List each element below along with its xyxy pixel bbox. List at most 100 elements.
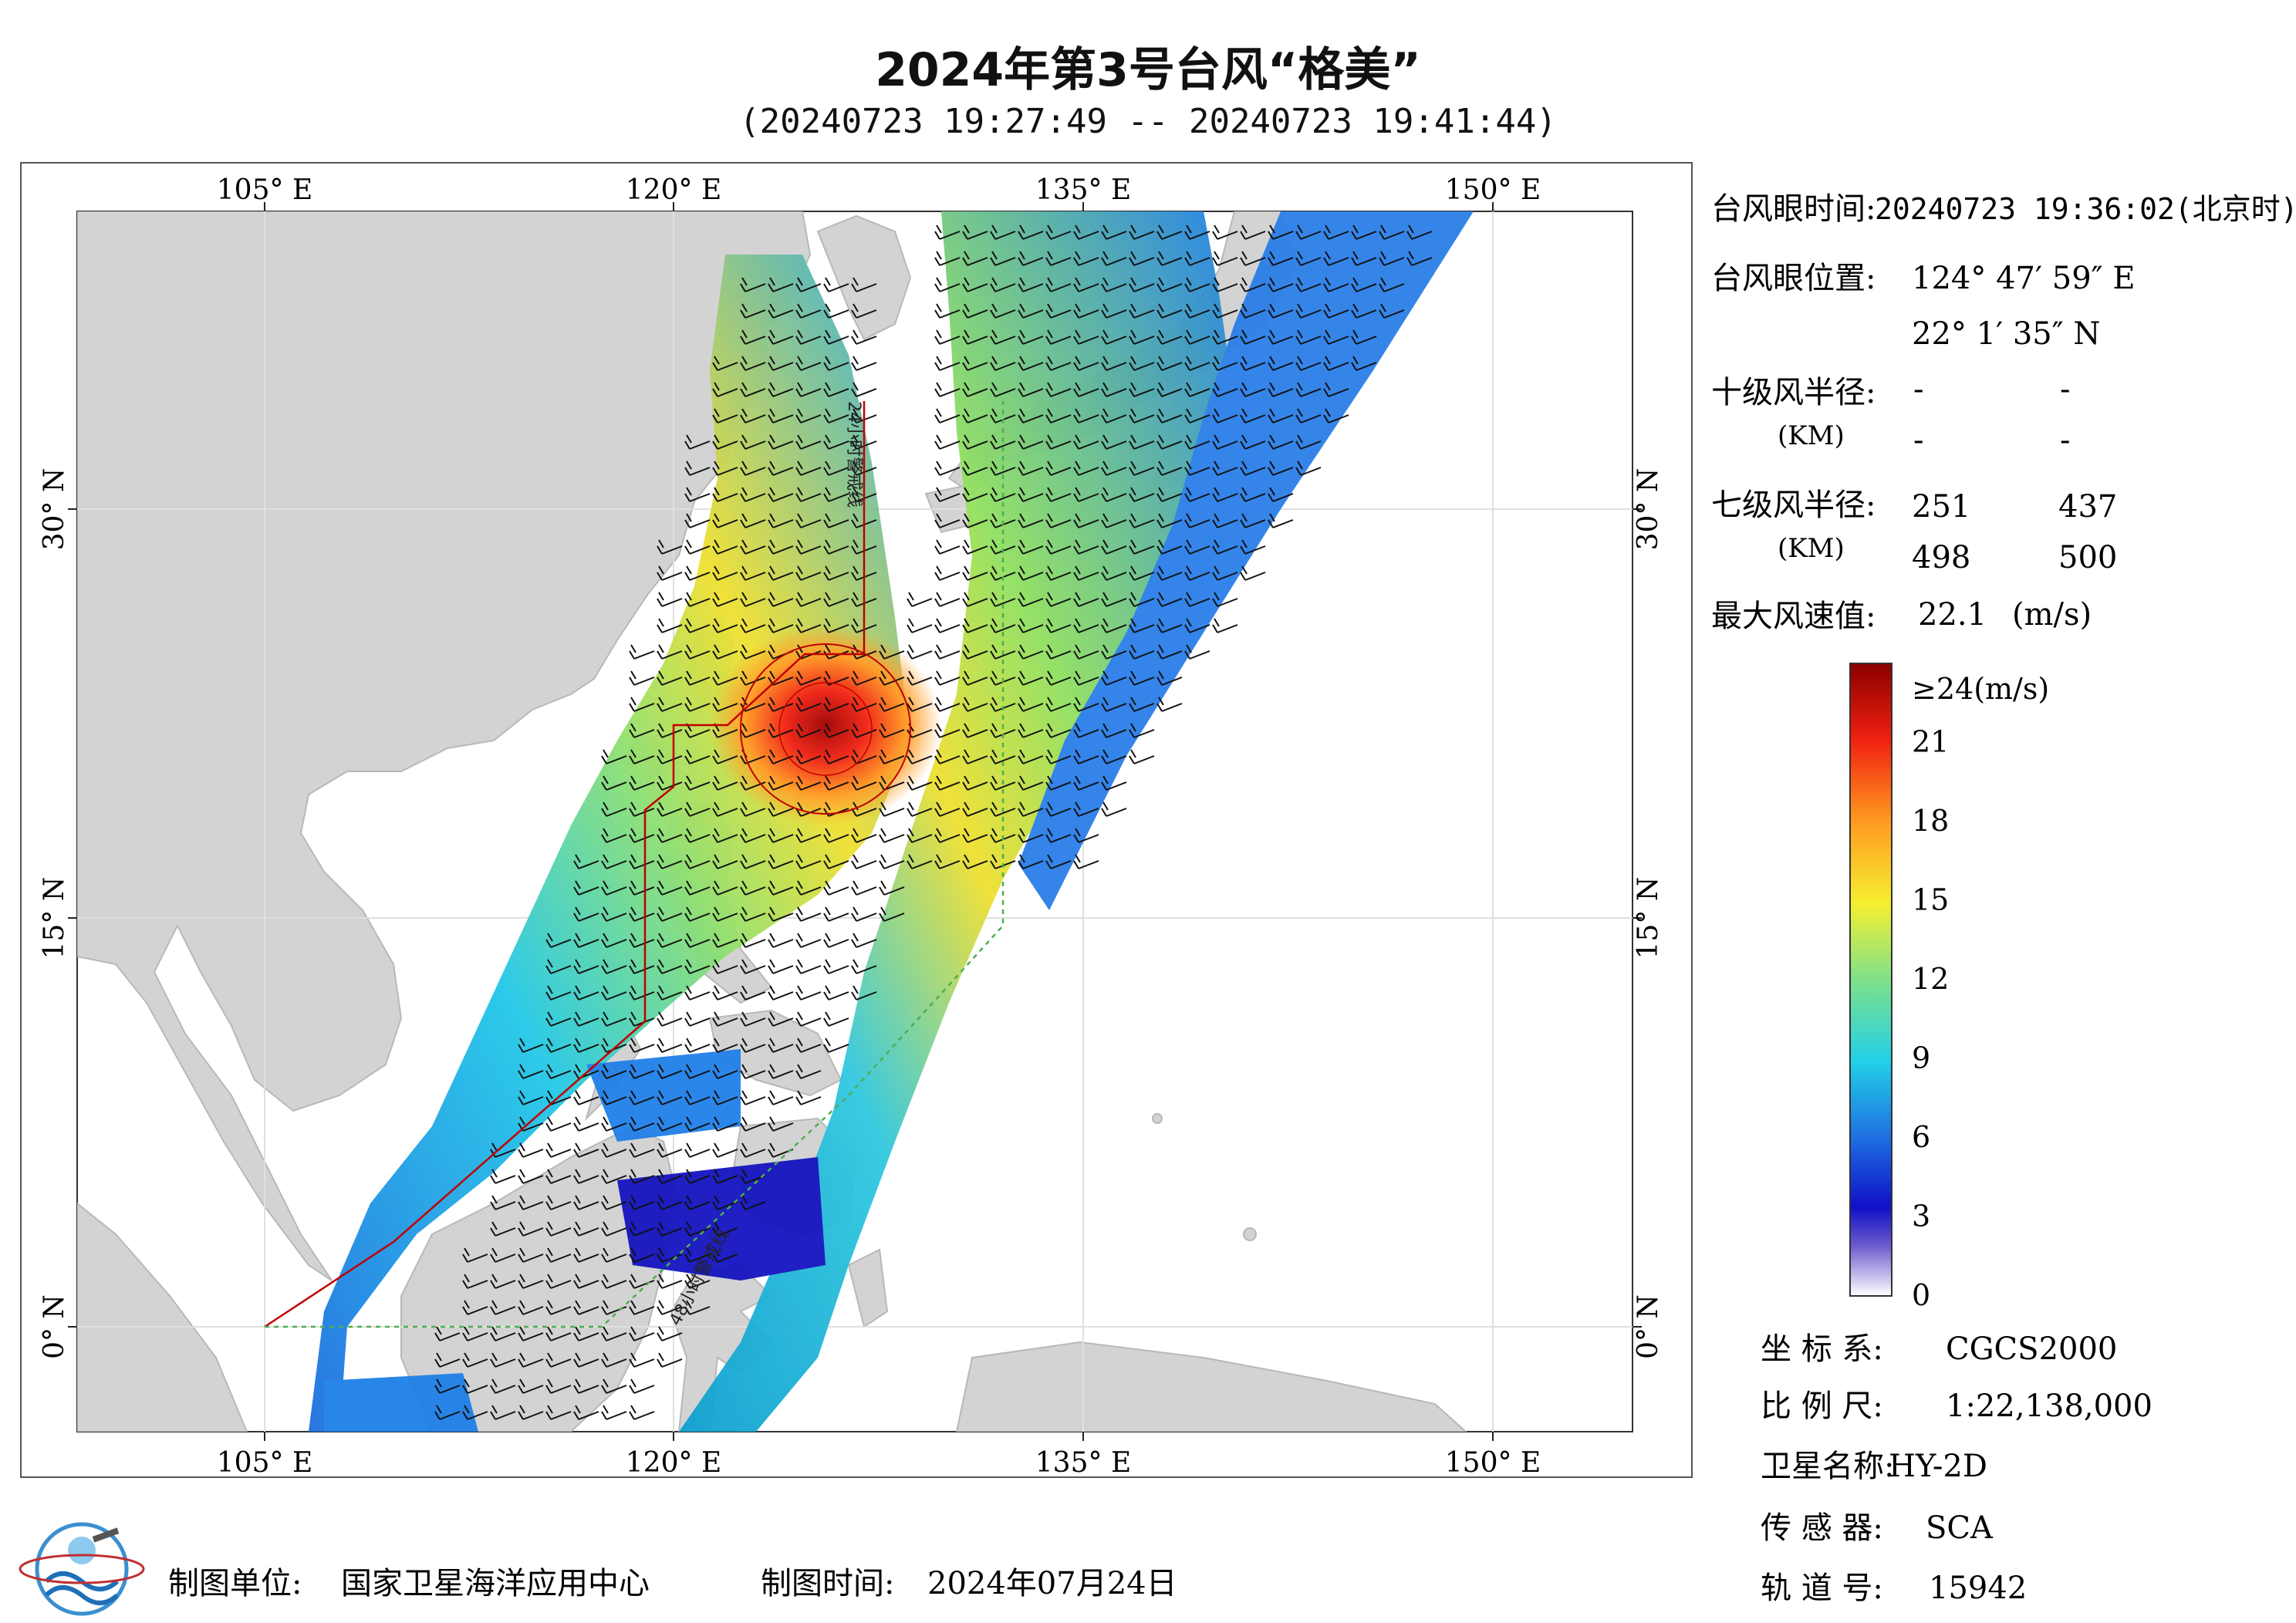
wind-barb [768,356,794,371]
wind-barb [573,1011,599,1027]
wind-barb [907,828,933,843]
wind-barb [934,828,961,843]
wind-barb [795,434,822,450]
wind-barb [962,382,988,397]
wind-barb [962,487,988,502]
r10-label: 十级风半径: [1711,375,1876,410]
wind-barb [823,618,849,633]
wind-barb [1295,303,1322,319]
wind-barb [629,1195,655,1210]
wind-barb [518,1221,544,1237]
wind-barb [657,1352,683,1368]
wind-barb [990,251,1016,266]
wind-barb [1212,434,1238,450]
wind-barb [601,1221,627,1237]
wind-barb [1073,487,1099,502]
wind-barb [434,1378,461,1394]
wind-barb [851,592,877,607]
wind-barb [823,670,849,686]
wind-barb [490,1195,516,1210]
wind-barb [1073,828,1099,843]
wind-barb [962,828,988,843]
wind-barb [712,487,738,502]
wind-barb [490,1274,516,1289]
lat-ticks-right: 30° N 15° N 0° N [1633,468,1664,1359]
wind-barb [629,1274,655,1289]
wind-barb [823,723,849,738]
wind-barb [657,854,683,869]
wind-barb [1184,487,1210,502]
wind-barb [1073,670,1099,686]
map-title: 2024年第3号台风“格美” [875,43,1421,97]
wind-barb [823,356,849,371]
wind-barb [990,277,1016,292]
lon-ticks-top: 105° E 120° E 135° E 150° E [217,174,1541,206]
wind-barb [795,408,822,423]
wind-barb [962,854,988,869]
wind-barb [657,959,683,974]
wind-barb [768,959,794,974]
lat-ticks-left: 30° N 15° N 0° N [39,468,70,1359]
wind-barb [1018,539,1044,555]
wind-barb [1268,461,1294,476]
wind-barb [712,618,738,633]
wind-barb [1018,461,1044,476]
wind-barb [795,1038,822,1053]
wind-barb [1184,408,1210,423]
wind-barb [851,670,877,686]
wind-barb [795,880,822,896]
wind-barb [545,1038,572,1053]
wind-barb [545,959,572,974]
wind-barb [934,854,961,869]
typhoon-eye-ring [740,643,911,815]
wind-barb [1156,487,1183,502]
wind-barb [740,828,766,843]
wind-barb [740,513,766,528]
wind-barb [768,539,794,555]
wind-barb [795,985,822,1000]
wind-barb [1045,723,1072,738]
wind-barb [601,1169,627,1184]
wind-barb [1045,382,1072,397]
wind-barb [851,880,877,896]
wind-barb [462,1300,488,1315]
wind-barb [1101,723,1127,738]
wind-barb [1240,461,1266,476]
r7-unit: (KM) [1778,533,1845,564]
wind-barb [1156,329,1183,345]
r7-label: 七级风半径: [1711,488,1876,523]
wind-barb [601,933,627,948]
wind-barb [1045,408,1072,423]
wind-barb [823,277,849,292]
wind-barb [740,434,766,450]
footer: 制图单位: 国家卫星海洋应用中心 制图时间: 2024年07月24日 [168,1566,1177,1601]
wind-barb [795,461,822,476]
wind-barb [684,1038,711,1053]
wind-barb [712,1221,738,1237]
wind-barb [1379,224,1405,240]
scale-value: 1:22,138,000 [1946,1388,2152,1424]
wind-barb [1351,356,1377,371]
wind-barb [795,382,822,397]
r10-nw: - [2060,423,2071,458]
wind-barb [1018,224,1044,240]
wind-barb [740,539,766,555]
wind-barb [1073,329,1099,345]
wind-barb [1045,513,1072,528]
wind-barb [851,329,877,345]
wind-barb [657,723,683,738]
wind-barb [1184,303,1210,319]
wind-barb [1295,356,1322,371]
wind-barb [1045,854,1072,869]
wind-barb [684,1300,711,1315]
wind-barb [768,277,794,292]
wind-barb [795,906,822,922]
wind-barb [1045,618,1072,633]
wind-barb [629,697,655,712]
wind-barb [962,251,988,266]
wind-barb [768,1090,794,1105]
lat-tick-left-0: 0° N [39,1294,70,1359]
lon-tick-top-135: 135° E [1035,174,1131,206]
wind-barb [1018,723,1044,738]
